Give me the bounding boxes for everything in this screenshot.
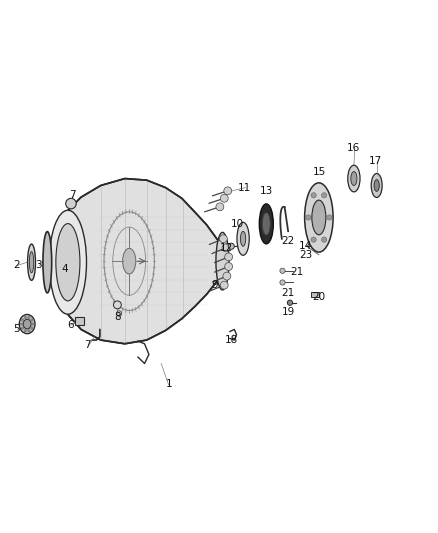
Text: 8: 8	[114, 312, 121, 322]
Ellipse shape	[262, 213, 270, 235]
Text: 18: 18	[225, 335, 238, 345]
Circle shape	[32, 323, 34, 325]
Text: 19: 19	[282, 307, 295, 317]
Circle shape	[219, 235, 227, 243]
Circle shape	[220, 195, 228, 202]
Circle shape	[225, 263, 233, 270]
Text: 3: 3	[35, 261, 42, 270]
Text: 14: 14	[299, 241, 312, 251]
Text: 16: 16	[347, 143, 360, 153]
Ellipse shape	[351, 172, 357, 185]
Text: 21: 21	[282, 288, 295, 298]
Text: 12: 12	[220, 243, 233, 253]
Ellipse shape	[374, 180, 379, 191]
Text: 9: 9	[211, 280, 218, 290]
Circle shape	[220, 281, 228, 289]
Circle shape	[223, 272, 231, 280]
Text: 2: 2	[13, 261, 20, 270]
Text: 13: 13	[260, 186, 273, 196]
Ellipse shape	[259, 204, 273, 244]
Ellipse shape	[49, 211, 86, 314]
Circle shape	[311, 237, 316, 242]
Polygon shape	[68, 179, 223, 344]
Circle shape	[224, 187, 232, 195]
Circle shape	[31, 327, 33, 329]
Text: 23: 23	[299, 250, 312, 260]
Text: 15: 15	[313, 167, 326, 176]
Circle shape	[28, 316, 30, 319]
Circle shape	[31, 319, 33, 321]
Circle shape	[117, 311, 122, 316]
Circle shape	[28, 329, 30, 332]
Circle shape	[306, 215, 311, 220]
Circle shape	[24, 329, 27, 332]
Circle shape	[280, 280, 285, 285]
Ellipse shape	[56, 224, 80, 301]
Ellipse shape	[43, 231, 52, 293]
Text: 10: 10	[231, 219, 244, 229]
Circle shape	[321, 237, 327, 242]
Circle shape	[113, 301, 121, 309]
Circle shape	[66, 198, 76, 209]
Circle shape	[216, 203, 224, 211]
Circle shape	[280, 268, 285, 273]
Circle shape	[311, 193, 316, 198]
Text: 21: 21	[290, 267, 304, 277]
Circle shape	[24, 316, 27, 319]
Text: 7: 7	[69, 190, 76, 199]
Circle shape	[228, 243, 234, 249]
Circle shape	[327, 215, 332, 220]
Text: 20: 20	[312, 293, 325, 302]
Circle shape	[287, 300, 293, 305]
Text: 7: 7	[84, 341, 91, 350]
Text: 17: 17	[369, 156, 382, 166]
Text: 22: 22	[282, 236, 295, 246]
Circle shape	[225, 253, 233, 261]
Ellipse shape	[312, 200, 326, 235]
Ellipse shape	[19, 314, 35, 334]
Circle shape	[21, 327, 24, 329]
Ellipse shape	[23, 319, 31, 329]
Text: 5: 5	[13, 325, 20, 334]
Ellipse shape	[237, 222, 249, 255]
Ellipse shape	[123, 248, 136, 274]
Circle shape	[222, 244, 230, 252]
Text: 6: 6	[67, 320, 74, 330]
Ellipse shape	[240, 231, 246, 246]
Circle shape	[20, 323, 23, 325]
Ellipse shape	[304, 183, 333, 252]
Bar	[311, 292, 319, 297]
Text: 4: 4	[61, 264, 68, 274]
Circle shape	[321, 193, 327, 198]
Ellipse shape	[371, 173, 382, 197]
Circle shape	[21, 319, 24, 321]
Ellipse shape	[348, 165, 360, 192]
Text: 1: 1	[165, 379, 172, 389]
Text: 11: 11	[238, 183, 251, 192]
Ellipse shape	[28, 244, 35, 280]
Ellipse shape	[29, 252, 34, 273]
Bar	[75, 317, 84, 325]
Ellipse shape	[216, 232, 229, 290]
